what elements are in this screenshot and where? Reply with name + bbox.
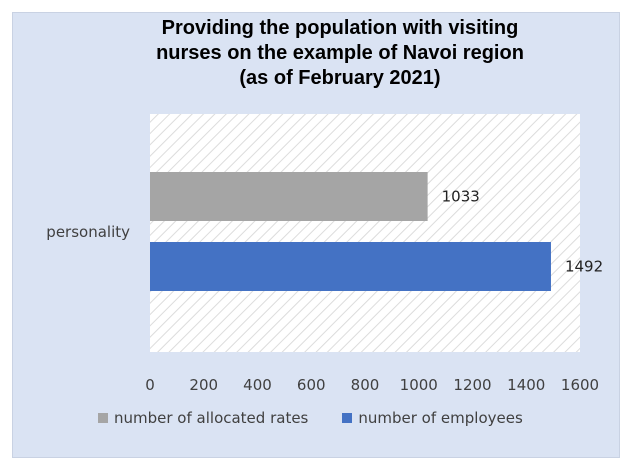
data-label-number-of-allocated-rates: 1033: [442, 188, 480, 206]
plot-area: [150, 114, 580, 352]
data-label-number-of-employees: 1492: [565, 258, 603, 276]
x-tick-label: 1400: [507, 376, 545, 394]
x-tick-label: 600: [297, 376, 326, 394]
x-tick-label: 400: [243, 376, 272, 394]
title-line-1: Providing the population with visiting: [161, 17, 519, 39]
x-tick-label: 0: [145, 376, 155, 394]
x-tick-label: 200: [189, 376, 218, 394]
legend-label-allocated-rates: number of allocated rates: [114, 409, 309, 427]
legend-swatch-allocated-rates: [98, 413, 108, 423]
bar-number-of-employees: [150, 242, 551, 291]
x-tick-label: 1200: [453, 376, 491, 394]
title-line-3: (as of February 2021): [239, 67, 441, 89]
legend-swatch-employees: [342, 413, 353, 423]
legend-label-employees: number of employees: [358, 409, 523, 427]
x-tick-label: 1000: [400, 376, 438, 394]
chart-title: Providing the population with visiting n…: [60, 16, 620, 91]
title-line-2: nurses on the example of Navoi region: [156, 42, 524, 64]
category-label: personality: [46, 223, 130, 241]
legend-item-employees: number of employees: [342, 409, 523, 427]
legend: number of allocated rates number of empl…: [98, 408, 557, 428]
x-tick-label: 1600: [561, 376, 599, 394]
bar-number-of-allocated-rates: [150, 172, 428, 221]
x-tick-label: 800: [351, 376, 380, 394]
legend-item-allocated-rates: number of allocated rates: [98, 409, 308, 427]
